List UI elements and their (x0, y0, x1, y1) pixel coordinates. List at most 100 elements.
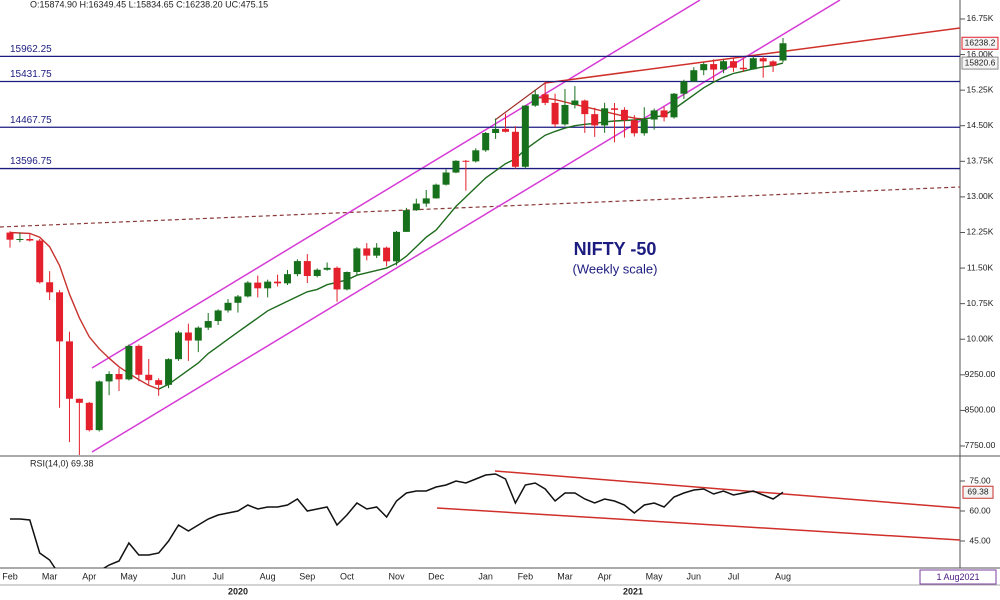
rsi-trend-lines (436, 470, 960, 541)
y-tick-label: 60.00 (969, 505, 991, 515)
channel-upper (91, 0, 701, 369)
subtitle: (Weekly scale) (572, 261, 657, 276)
level-label: 15431.75 (10, 69, 52, 80)
x-tick-label: Nov (388, 571, 405, 581)
candle-body (690, 70, 698, 82)
candle-body (630, 120, 638, 134)
candle-body (333, 267, 341, 290)
x-tick-label: Jun (687, 571, 702, 581)
x-tick-label: Jan (478, 571, 493, 581)
candle-body (729, 61, 737, 68)
dashed-trend (0, 186, 960, 228)
y-tick-label: 11.50K (967, 262, 994, 272)
candle-body (591, 114, 599, 126)
candle-body (581, 100, 589, 115)
y-tick-label: 10.75K (967, 298, 994, 308)
candle-body (571, 100, 579, 105)
year-label: 2020 (228, 586, 248, 596)
x-tick-label: May (120, 571, 138, 581)
y-tick-label: 45.00 (969, 535, 991, 545)
y-tick-label: 7750.00 (965, 440, 996, 450)
annotation: NIFTY -50 (574, 239, 657, 259)
moving-average (158, 62, 784, 390)
candle-body (155, 380, 163, 385)
candle-body (194, 327, 202, 341)
candle-body (462, 160, 470, 162)
candle-body (749, 58, 757, 70)
x-tick-label: Oct (340, 571, 355, 581)
candle-body (105, 374, 113, 382)
candle-body (36, 240, 44, 283)
x-tick-label: Sep (299, 571, 315, 581)
y-tick-label: 16.75K (967, 13, 994, 23)
candle-body (422, 198, 430, 204)
rsi-line (10, 473, 784, 568)
x-tick-label: Jul (728, 571, 740, 581)
candle-body (452, 160, 460, 173)
candle-body (303, 261, 311, 276)
candle-body (95, 381, 103, 431)
x-tick-label: Aug (775, 571, 791, 581)
x-tick-label: May (646, 571, 664, 581)
price-panel: 15962.25 15431.75 14467.75 13596.75 (0, 37, 960, 455)
candle-body (353, 248, 361, 273)
x-tick-label: Mar (557, 571, 573, 581)
candle-body (611, 108, 619, 110)
y-tick-label: 16.00K (967, 49, 994, 59)
candle-body (115, 374, 123, 380)
year-label: 2021 (623, 586, 643, 596)
candle-body (759, 58, 767, 62)
candle-body (125, 345, 133, 380)
trend-segment (494, 82, 546, 121)
x-tick-label: Apr (598, 571, 612, 581)
price-marker-box (961, 56, 999, 70)
candle-body (323, 267, 331, 270)
candle-body (264, 281, 272, 289)
candle-body (383, 247, 391, 262)
candle-body (224, 302, 232, 311)
rsi-marker-box (962, 485, 994, 499)
date-marker-box (919, 569, 997, 585)
candle-body (184, 332, 192, 341)
y-tick-label: 75.00 (969, 475, 991, 485)
candle-body (234, 296, 242, 303)
trend-lines (0, 0, 960, 453)
candle-body (254, 282, 262, 289)
rsi-trend-lower (436, 507, 960, 541)
level-label: 14467.75 (10, 115, 52, 126)
candle-body (551, 102, 559, 125)
candle-body (442, 172, 450, 185)
rsi-trend-upper (494, 470, 960, 509)
candle-body (472, 150, 480, 162)
candle-body (244, 282, 252, 297)
candle-body (492, 128, 500, 133)
candle-body (601, 108, 609, 126)
level-label: 13596.75 (10, 156, 52, 167)
x-tick-label: Jul (212, 571, 224, 581)
candle-body (710, 64, 718, 70)
resistance-trend (544, 27, 960, 84)
y-tick-label: 8500.00 (965, 405, 996, 415)
candle-body (75, 398, 83, 403)
candle-body (373, 247, 381, 256)
candle-body (85, 402, 93, 431)
y-tick-label: 13.75K (967, 156, 994, 166)
date-marker: 1 Aug2021 (936, 572, 979, 582)
candle-body (769, 61, 777, 66)
rsi-marker-label: 69.38 (967, 486, 989, 496)
x-tick-label: Mar (42, 571, 58, 581)
candle-body (432, 184, 440, 199)
candle-body (56, 292, 64, 342)
candle-body (26, 238, 34, 241)
candle-body (46, 282, 54, 293)
candle-body (700, 64, 708, 71)
candle-body (412, 203, 420, 211)
candle-body (482, 132, 490, 151)
axes: 16.75K 16.00K 15.25K 14.50K 13.75K 13.00K 12.2… (2, 13, 999, 581)
candle-body (680, 81, 688, 94)
price-marker-label: 16238.2 (965, 38, 996, 48)
x-tick-label: Feb (518, 571, 534, 581)
x-tick-label: Dec (428, 571, 445, 581)
candle-body (720, 61, 728, 70)
